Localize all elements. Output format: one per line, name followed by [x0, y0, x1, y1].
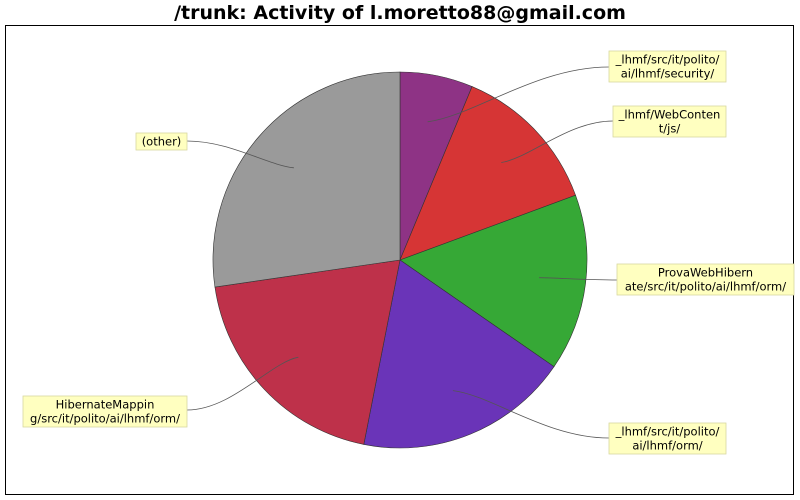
- slice-label: ProvaWebHibern: [658, 266, 753, 280]
- slice-label: ai/lhmf/security/: [621, 67, 715, 81]
- slice-label-box: [608, 422, 727, 455]
- pie-slice: [214, 259, 401, 445]
- chart-title: /trunk: Activity of l.moretto88@gmail.co…: [174, 2, 626, 24]
- leader-line: [452, 390, 610, 439]
- leader-line: [186, 356, 299, 411]
- slice-label: (other): [142, 135, 182, 149]
- pie-slices: [212, 71, 588, 449]
- slice-label: _lhmf/src/it/polito/: [615, 53, 720, 67]
- slice-label-box: [616, 263, 795, 296]
- slice-label: _lhmf/src/it/polito/: [615, 425, 720, 439]
- plot-frame: [5, 25, 794, 495]
- slice-label-box: [22, 395, 188, 428]
- slice-label: HibernateMappin: [56, 398, 155, 412]
- slice-label: ate/src/it/polito/ai/lhmf/orm/: [625, 280, 786, 294]
- slice-label-box: [608, 50, 727, 83]
- pie-slice: [399, 194, 588, 368]
- slice-label-box: [612, 105, 727, 138]
- slice-label: _lhmf/WebConten: [618, 108, 721, 122]
- leader-line: [501, 120, 614, 163]
- pie-slice: [212, 71, 401, 288]
- pie-callouts: _lhmf/src/it/polito/ai/lhmf/security/_lh…: [22, 50, 795, 455]
- leader-line: [539, 277, 618, 281]
- slice-label: g/src/it/polito/ai/lhmf/orm/: [30, 412, 180, 426]
- pie-slice: [399, 86, 576, 261]
- slice-label-box: [135, 132, 188, 151]
- leader-line: [427, 66, 610, 123]
- leader-line: [186, 140, 294, 169]
- pie-slice: [363, 259, 555, 449]
- slice-label: ai/lhmf/orm/: [632, 439, 702, 453]
- slice-label: t/js/: [659, 122, 681, 136]
